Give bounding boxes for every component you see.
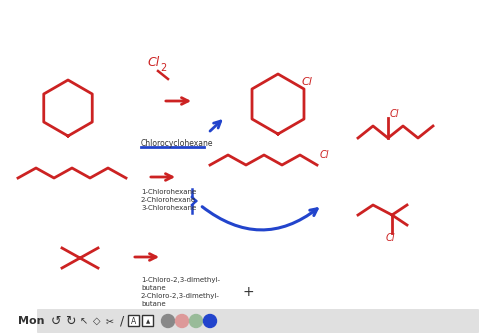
Text: 1-Chloro-2,3-dimethyl-: 1-Chloro-2,3-dimethyl-: [141, 277, 220, 283]
Text: 2-Chlorohexane: 2-Chlorohexane: [141, 197, 196, 203]
Circle shape: [161, 314, 175, 328]
Text: ▲: ▲: [146, 320, 150, 325]
Text: Cl: Cl: [386, 233, 396, 243]
Text: +: +: [242, 285, 254, 299]
Text: ◇: ◇: [93, 316, 101, 326]
Text: ↻: ↻: [65, 314, 75, 328]
Text: ↖: ↖: [80, 316, 88, 326]
Text: butane: butane: [141, 285, 166, 291]
Text: 2: 2: [160, 63, 166, 73]
Text: /: /: [120, 314, 124, 328]
Circle shape: [176, 314, 189, 328]
Text: Mon: Mon: [18, 316, 45, 326]
Text: A: A: [132, 317, 137, 326]
Text: ✂: ✂: [106, 316, 114, 326]
Text: Cl: Cl: [302, 77, 313, 87]
Text: 3-Chlorohexane: 3-Chlorohexane: [141, 205, 196, 211]
Circle shape: [204, 314, 216, 328]
Text: Cl: Cl: [390, 109, 399, 119]
Text: ↺: ↺: [51, 314, 61, 328]
Circle shape: [190, 314, 203, 328]
Text: Cl: Cl: [147, 56, 159, 70]
FancyBboxPatch shape: [37, 309, 479, 333]
Text: butane: butane: [141, 301, 166, 307]
FancyBboxPatch shape: [142, 315, 153, 326]
Text: 2-Chloro-2,3-dimethyl-: 2-Chloro-2,3-dimethyl-: [141, 293, 220, 299]
Text: 1-Chlorohexane: 1-Chlorohexane: [141, 189, 196, 195]
Text: Chlorocyclohexane: Chlorocyclohexane: [141, 138, 214, 148]
Text: Cl: Cl: [320, 150, 329, 160]
FancyBboxPatch shape: [128, 315, 139, 326]
